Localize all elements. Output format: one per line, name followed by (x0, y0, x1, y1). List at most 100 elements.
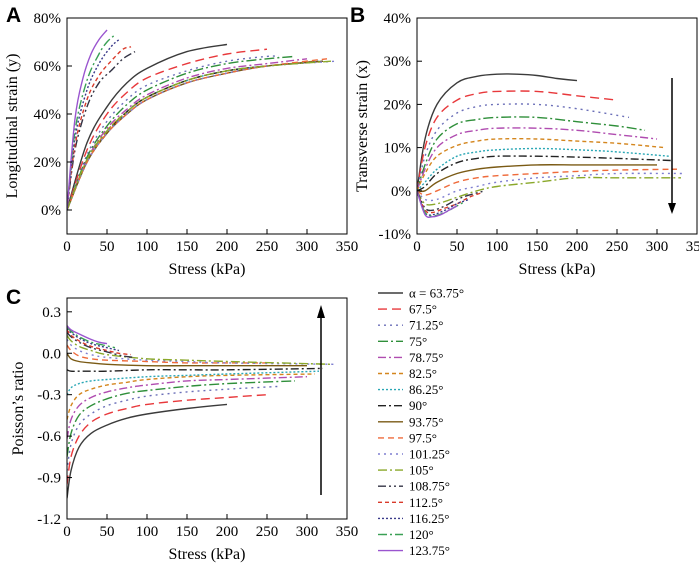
x-tick-label: 0 (63, 524, 71, 540)
series-line-7 (67, 370, 320, 396)
series-line-12 (67, 334, 332, 365)
series-line-9 (67, 352, 307, 367)
legend-label-16: 120° (409, 527, 434, 542)
panel-a: A 0 50 100 150 200 250 300 350 0% 20% 40% 60% 80% Stre… (4, 4, 358, 278)
y-tick-label: 0.3 (42, 305, 61, 321)
series-line-4 (417, 116, 646, 192)
y-tick-label: 10% (384, 141, 412, 157)
series-line-17 (67, 325, 108, 345)
series-line-5 (417, 127, 658, 192)
series-line-15 (67, 327, 120, 352)
series-line-13 (67, 332, 136, 359)
series-line-10 (67, 344, 267, 364)
legend-label-14: 112.5° (409, 495, 443, 510)
legend-label-6: 82.5° (409, 366, 437, 381)
series-line-11 (67, 60, 336, 211)
series-line-14 (67, 46, 132, 211)
legend-label-4: 75° (409, 334, 427, 349)
legend-label-10: 97.5° (409, 430, 437, 445)
legend-label-17: 123.75° (409, 543, 450, 558)
y-tick-label: 40% (384, 11, 412, 27)
x-tick-label: 100 (136, 524, 159, 540)
x-tick-label: 0 (63, 239, 71, 255)
series-line-15 (67, 39, 120, 211)
series-line-13 (67, 50, 136, 211)
series-line-5 (67, 58, 308, 211)
series-line-3 (67, 55, 280, 211)
axes-frame (66, 297, 348, 520)
x-tick-label: 250 (256, 524, 279, 540)
series-line-2 (417, 90, 618, 191)
x-tick-label: 50 (100, 524, 115, 540)
series-line-13 (417, 190, 486, 212)
series-line-10 (417, 168, 678, 196)
x-tick-label: 0 (413, 239, 421, 255)
trend-arrow-head (317, 305, 325, 318)
legend-label-5: 78.75° (409, 350, 443, 365)
legend-label-2: 67.5° (409, 302, 437, 317)
legend-label-9: 93.75° (409, 414, 443, 429)
series-line-4 (67, 55, 296, 211)
series-group (67, 325, 336, 499)
x-tick-label: 250 (256, 239, 279, 255)
x-tick-label: 300 (646, 239, 669, 255)
series-line-8 (67, 367, 324, 372)
y-tick-label: -0.3 (37, 388, 61, 404)
series-line-12 (67, 60, 332, 211)
series-line-8 (417, 155, 674, 192)
series-line-17 (67, 29, 108, 211)
panel-b: B 0 50 100 150 200 250 300 350 -10% 0% 10% 20% 30% 40%… (350, 4, 699, 278)
y-tick-label: 30% (384, 54, 412, 70)
y-tick-label: 80% (34, 11, 62, 27)
legend-label-3: 71.25° (409, 318, 443, 333)
y-tick-label: 60% (34, 59, 62, 75)
y-tick-label: -0.9 (37, 471, 61, 487)
x-tick-label: 150 (526, 239, 549, 255)
legend-label-13: 108.75° (409, 479, 450, 494)
x-tick-label: 150 (176, 239, 199, 255)
y-tick-label: 0.0 (42, 346, 61, 362)
x-tick-label: 350 (336, 524, 359, 540)
y-tick-label: -0.6 (37, 429, 61, 445)
x-tick-label: 200 (216, 239, 239, 255)
y-axis-title: Longitudinal strain (y) (4, 54, 21, 199)
y-tick-label: 20% (34, 155, 62, 171)
y-tick-label: 0% (391, 184, 411, 200)
panel-letter: C (6, 286, 21, 309)
y-tick-label: -1.2 (37, 512, 61, 528)
x-tick-label: 300 (296, 239, 319, 255)
legend-label-7: 86.25° (409, 382, 443, 397)
y-tick-label: 20% (384, 97, 412, 113)
series-line-4 (67, 380, 296, 457)
x-tick-label: 200 (216, 524, 239, 540)
series-line-3 (417, 103, 630, 191)
x-axis-title: Stress (kPa) (519, 261, 596, 278)
series-line-1 (417, 73, 578, 191)
series-line-2 (67, 394, 268, 485)
series-line-16 (67, 34, 116, 211)
series-line-1 (67, 43, 228, 211)
series-line-6 (417, 138, 666, 192)
series-group (67, 29, 336, 211)
x-tick-label: 350 (686, 239, 699, 255)
x-tick-label: 200 (566, 239, 589, 255)
x-tick-label: 250 (606, 239, 629, 255)
y-tick-label: 40% (34, 107, 62, 123)
series-line-9 (417, 164, 657, 193)
series-line-5 (67, 376, 308, 440)
x-axis-title: Stress (kPa) (169, 261, 246, 278)
legend-label-1: α = 63.75° (409, 286, 464, 301)
series-line-7 (417, 147, 670, 192)
x-axis-title: Stress (kPa) (169, 546, 246, 563)
y-axis-title: Poisson’s ratio (10, 362, 27, 456)
axes-frame (66, 17, 348, 235)
series-line-3 (67, 385, 280, 471)
series-line-10 (67, 58, 328, 211)
series-line-6 (67, 373, 316, 420)
x-tick-label: 350 (336, 239, 359, 255)
panel-letter: A (6, 4, 21, 27)
series-line-1 (67, 403, 228, 499)
panel-c: C 0 50 100 150 200 250 300 350 -1.2 -0.9 -0.6 -0.3 0.… (6, 286, 358, 563)
x-tick-label: 100 (136, 239, 159, 255)
